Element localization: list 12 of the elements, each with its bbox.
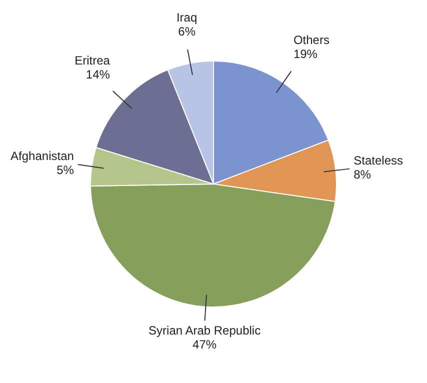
- data-label: 14%: [86, 67, 110, 82]
- data-label: 47%: [192, 338, 217, 352]
- data-label: 6%: [178, 24, 196, 39]
- data-label: 5%: [56, 162, 74, 177]
- slice-label: Afghanistan: [10, 148, 74, 163]
- slice-label: Others: [293, 32, 330, 47]
- data-label: 19%: [293, 46, 318, 61]
- slice-label: Syrian Arab Republic: [148, 324, 261, 338]
- data-label: 8%: [354, 167, 372, 182]
- slice-label: Iraq: [176, 10, 198, 25]
- slice-label: Eritrea: [74, 53, 110, 68]
- slice-label: Stateless: [354, 153, 403, 168]
